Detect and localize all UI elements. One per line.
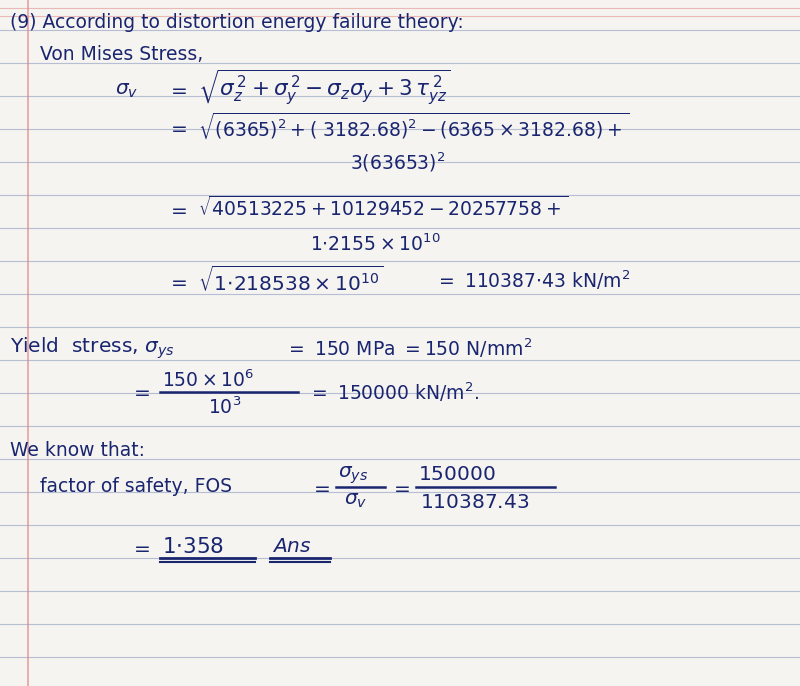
Text: $\sigma_v$: $\sigma_v$	[344, 491, 367, 510]
Text: $= \ 110387{\cdot}43 \ \mathrm{kN/m^2}$: $= \ 110387{\cdot}43 \ \mathrm{kN/m^2}$	[435, 268, 630, 292]
Text: We know that:: We know that:	[10, 440, 145, 460]
Text: $110387.43$: $110387.43$	[420, 493, 529, 512]
Text: $\sqrt{40513225+10129452-20257758+}$: $\sqrt{40513225+10129452-20257758+}$	[198, 196, 569, 220]
Text: $=$: $=$	[167, 119, 188, 137]
Text: $1{\cdot}358$: $1{\cdot}358$	[162, 537, 224, 557]
Text: $Ans$: $Ans$	[272, 538, 312, 556]
Text: (9) According to distortion energy failure theory:: (9) According to distortion energy failu…	[10, 12, 464, 32]
Text: $3(63653)^2$: $3(63653)^2$	[350, 150, 446, 174]
Text: $=$: $=$	[390, 477, 410, 497]
Text: $= \ 150 \ \mathrm{MPa} \ = 150 \ \mathrm{N/mm^2}$: $= \ 150 \ \mathrm{MPa} \ = 150 \ \mathr…	[285, 336, 532, 359]
Text: $=$: $=$	[130, 539, 150, 558]
Text: $\sqrt{1{\cdot}218538\times10^{10}}$: $\sqrt{1{\cdot}218538\times10^{10}}$	[198, 265, 383, 295]
Text: $\sigma_{ys}$: $\sigma_{ys}$	[338, 464, 368, 486]
Text: $=$: $=$	[167, 272, 188, 292]
Text: $=$: $=$	[167, 200, 188, 220]
Text: $150\times10^6$: $150\times10^6$	[162, 369, 254, 391]
Text: Yield  stress, $\sigma_{ys}$: Yield stress, $\sigma_{ys}$	[10, 335, 174, 361]
Text: $1{\cdot}2155\times10^{10}$: $1{\cdot}2155\times10^{10}$	[310, 233, 441, 255]
Text: $= \ 150000 \ \mathrm{kN/m^2}.$: $= \ 150000 \ \mathrm{kN/m^2}.$	[308, 380, 479, 404]
Text: $=$: $=$	[130, 383, 150, 401]
Text: $=$: $=$	[167, 80, 188, 99]
Text: Von Mises Stress,: Von Mises Stress,	[40, 45, 203, 64]
Text: factor of safety, FOS: factor of safety, FOS	[40, 477, 232, 497]
Text: $\sqrt{(6365)^2+(\ 3182.68)^2-(6365\times3182.68)+}$: $\sqrt{(6365)^2+(\ 3182.68)^2-(6365\time…	[198, 111, 630, 141]
Text: $150000$: $150000$	[418, 464, 495, 484]
Text: $\sqrt{\sigma_z^{\,2} + \sigma_y^{\,2} - \sigma_z\sigma_y + 3\,\tau_{yz}^{\,2}}$: $\sqrt{\sigma_z^{\,2} + \sigma_y^{\,2} -…	[198, 68, 451, 108]
Text: $10^3$: $10^3$	[208, 397, 242, 418]
Text: $=$: $=$	[310, 477, 330, 497]
Text: $\sigma_v$: $\sigma_v$	[115, 80, 138, 99]
